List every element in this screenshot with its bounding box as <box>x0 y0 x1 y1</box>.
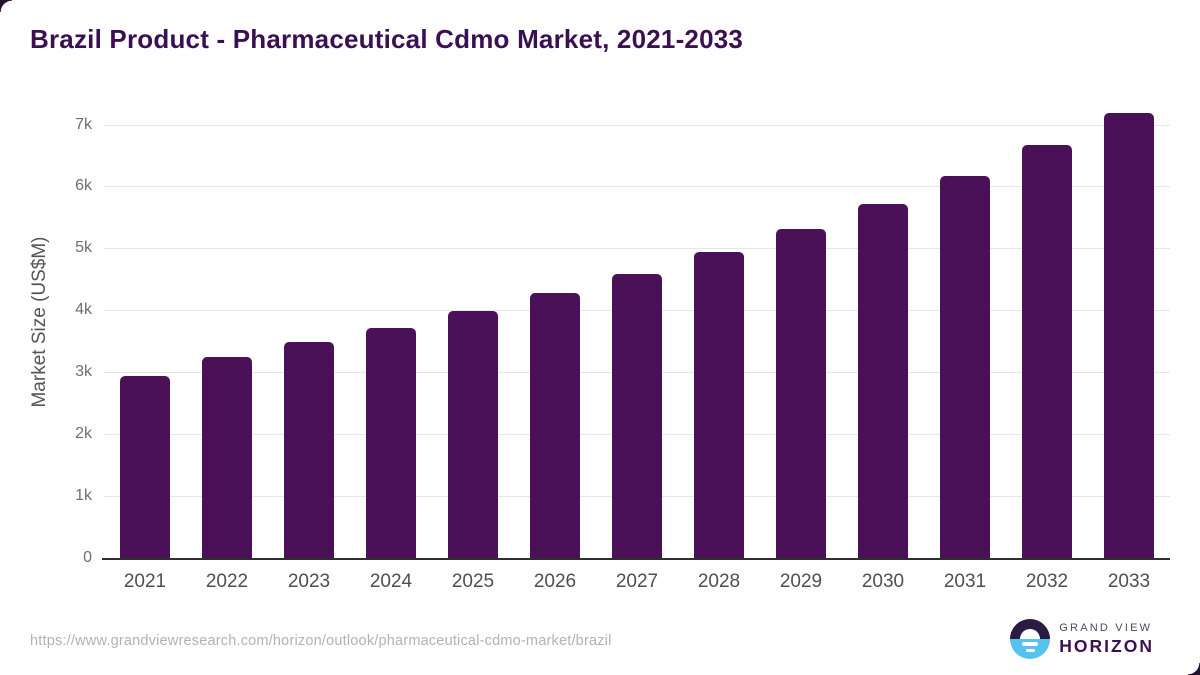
x-axis-label: 2024 <box>369 571 413 592</box>
bar-2022[interactable] <box>202 357 252 559</box>
bar-2030[interactable] <box>858 204 908 559</box>
bar-slot <box>432 99 514 559</box>
x-axis-label: 2022 <box>205 571 249 592</box>
gridline <box>104 248 1170 250</box>
bar-series <box>104 99 1170 559</box>
x-axis-label: 2033 <box>1107 571 1151 592</box>
x-axis-label: 2025 <box>451 571 495 592</box>
gridline <box>104 186 1170 188</box>
bar-2026[interactable] <box>530 293 580 559</box>
bar-2032[interactable] <box>1022 145 1072 559</box>
bar-slot <box>1088 99 1170 559</box>
x-axis-label: 2027 <box>615 571 659 592</box>
y-tick-label: 2k <box>75 425 92 443</box>
bar-2031[interactable] <box>940 175 990 559</box>
x-axis-label: 2032 <box>1025 571 1069 592</box>
x-axis-label: 2028 <box>697 571 741 592</box>
x-axis-line <box>102 558 1170 560</box>
bar-2028[interactable] <box>694 251 744 559</box>
logo-text-grand-view: GRAND VIEW <box>1059 621 1153 634</box>
x-axis-label: 2021 <box>123 571 167 592</box>
logo-text-horizon: HORIZON <box>1059 635 1154 656</box>
sun-glyph <box>1020 629 1041 639</box>
corner-artifact-bottom-right <box>1188 663 1200 675</box>
chart-title: Brazil Product - Pharmaceutical Cdmo Mar… <box>30 24 744 54</box>
bar-2029[interactable] <box>776 229 826 559</box>
bar-2024[interactable] <box>366 328 416 559</box>
y-tick-label: 5k <box>75 239 92 257</box>
bar-slot <box>842 99 924 559</box>
bar-slot <box>678 99 760 559</box>
bar-slot <box>1006 99 1088 559</box>
x-axis-label: 2031 <box>943 571 987 592</box>
x-axis-labels: 2021 2022 2023 2024 2025 2026 2027 2028 2029 2030… <box>104 571 1170 593</box>
bar-slot <box>760 99 842 559</box>
bar-2027[interactable] <box>612 274 662 559</box>
horizon-sunrise-icon <box>1010 619 1051 659</box>
corner-artifact-top-left <box>0 0 12 12</box>
y-tick-label: 1k <box>75 487 92 505</box>
plot-area <box>104 99 1170 559</box>
x-axis-label: 2029 <box>779 571 823 592</box>
reflection-stripe <box>1022 642 1039 646</box>
bar-slot <box>514 99 596 559</box>
y-tick-label: 6k <box>75 177 92 195</box>
bar-2025[interactable] <box>448 311 498 559</box>
logo-text: GRAND VIEW HORIZON <box>1059 622 1154 657</box>
y-tick-label: 7k <box>75 115 92 133</box>
bar-slot <box>268 99 350 559</box>
bar-2021[interactable] <box>120 376 170 559</box>
grand-view-horizon-logo: GRAND VIEW HORIZON <box>1010 619 1154 659</box>
bar-2033[interactable] <box>1104 112 1154 559</box>
source-url: https://www.grandviewresearch.com/horizo… <box>30 633 612 649</box>
bar-slot <box>924 99 1006 559</box>
y-tick-label: 0 <box>83 549 92 566</box>
gridline <box>104 124 1170 126</box>
bar-slot <box>186 99 268 559</box>
x-axis-label: 2023 <box>287 571 331 592</box>
x-axis-label: 2026 <box>533 571 577 592</box>
y-tick-label: 3k <box>75 363 92 381</box>
bar-slot <box>104 99 186 559</box>
bar-2023[interactable] <box>284 342 334 559</box>
bar-slot <box>350 99 432 559</box>
x-axis-label: 2030 <box>861 571 905 592</box>
y-axis-ticks: 0 1k 2k 3k 4k 5k 6k 7k <box>0 99 92 566</box>
reflection-stripe <box>1025 648 1035 652</box>
bar-slot <box>596 99 678 559</box>
y-tick-label: 4k <box>75 301 92 319</box>
